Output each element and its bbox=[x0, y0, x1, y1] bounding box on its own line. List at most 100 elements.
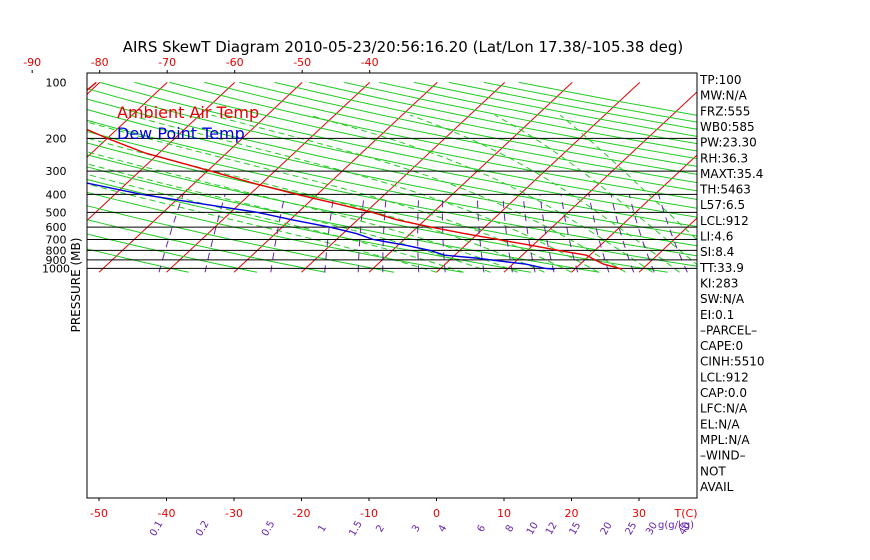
index-label: MPL:N/A bbox=[700, 433, 750, 447]
pressure-tick-label: 300 bbox=[46, 165, 67, 178]
dry-adiabat-line bbox=[204, 81, 697, 184]
bottom-tick-label: 10 bbox=[497, 507, 511, 520]
index-label: –PARCEL– bbox=[700, 323, 757, 337]
dry-adiabat-line bbox=[274, 81, 697, 167]
mixing-ratio-label: 1 bbox=[316, 523, 329, 534]
index-label: SI:8.4 bbox=[700, 245, 734, 259]
dry-adiabat-line bbox=[87, 108, 697, 237]
mixing-ratio-line bbox=[270, 194, 286, 273]
index-label: KI:283 bbox=[700, 276, 738, 290]
pressure-tick-label: 600 bbox=[46, 221, 67, 234]
dry-adiabat-line bbox=[99, 81, 697, 209]
isotherm-line bbox=[233, 82, 438, 273]
index-label: WB0:585 bbox=[700, 120, 755, 134]
isotherm-line bbox=[87, 82, 236, 222]
bottom-axis-unit: T(C) bbox=[674, 507, 698, 520]
index-label: MAXT:35.4 bbox=[700, 167, 763, 181]
index-label: LCL:912 bbox=[700, 214, 749, 228]
index-label: CAP:0.0 bbox=[700, 386, 747, 400]
plot-frame bbox=[86, 72, 698, 499]
index-label: –WIND– bbox=[700, 449, 746, 463]
index-label: LI:4.6 bbox=[700, 230, 733, 244]
bottom-tick-label: -20 bbox=[293, 507, 311, 520]
dry-adiabat-line bbox=[87, 154, 668, 273]
legend: Ambient Air Temp Dew Point Temp bbox=[117, 103, 259, 143]
top-tick-label: -70 bbox=[158, 56, 176, 69]
bottom-tick-label: 0 bbox=[433, 507, 440, 520]
index-label: FRZ:555 bbox=[700, 104, 750, 118]
series-layer bbox=[87, 81, 623, 270]
top-tick-label: -90 bbox=[23, 56, 41, 69]
dry-adiabat-line bbox=[413, 81, 697, 137]
dry-adiabat-line bbox=[134, 81, 697, 201]
dry-adiabat-line bbox=[87, 178, 531, 273]
mixing-ratio-line bbox=[502, 194, 513, 273]
isotherm-line bbox=[0, 82, 32, 272]
mixing-ratio-lines bbox=[158, 194, 688, 273]
mixing-ratio-line bbox=[588, 194, 610, 273]
mixing-ratio-label: 2 bbox=[374, 523, 387, 534]
mixing-ratio-line bbox=[539, 194, 555, 273]
mixing-ratio-label: 15 bbox=[568, 520, 584, 537]
mixing-ratio-label: 8 bbox=[504, 523, 517, 534]
mixing-ratio-line bbox=[628, 194, 655, 273]
pressure-tick-label: 900 bbox=[46, 254, 67, 267]
pressure-tick-label: 1000 bbox=[42, 262, 70, 275]
mixing-ratio-line bbox=[441, 194, 446, 273]
index-label: L57:6.5 bbox=[700, 198, 745, 212]
legend-ambient-air-temp: Ambient Air Temp bbox=[117, 103, 259, 122]
mixing-ratio-line bbox=[522, 194, 536, 273]
index-label: SW:N/A bbox=[700, 292, 745, 306]
mixing-ratio-line bbox=[610, 194, 635, 273]
mixing-ratio-label: 12 bbox=[544, 520, 560, 537]
mixing-ratio-label: 0.2 bbox=[194, 519, 211, 538]
bottom-tick-label: 30 bbox=[632, 507, 646, 520]
index-label: EI:0.1 bbox=[700, 308, 734, 322]
index-label: TH:5463 bbox=[699, 183, 751, 197]
mixing-ratio-label: 25 bbox=[624, 520, 640, 537]
pressure-tick-label: 200 bbox=[46, 132, 67, 145]
index-label: TP:100 bbox=[699, 73, 742, 87]
dry-adiabat-line bbox=[87, 142, 697, 267]
mixing-ratio-label: 6 bbox=[475, 523, 488, 534]
index-label: LFC:N/A bbox=[700, 402, 748, 416]
isotherm-line bbox=[301, 82, 506, 273]
dew-point-temp-line bbox=[87, 182, 555, 270]
bottom-tick-label: -30 bbox=[225, 507, 243, 520]
isotherm-line bbox=[436, 82, 641, 273]
ambient-air-temp-line bbox=[87, 81, 623, 270]
mixing-ratio-line bbox=[417, 194, 420, 273]
index-label: EL:N/A bbox=[700, 417, 740, 431]
pressure-tick-label: 800 bbox=[46, 244, 67, 257]
bottom-axis-ticks: -50 -40 -30 -20 -10 0 10 20 30 T(C) bbox=[90, 498, 697, 520]
isotherm-line bbox=[87, 82, 168, 159]
dry-adiabat-line bbox=[87, 248, 189, 273]
index-label: CAPE:0 bbox=[700, 339, 743, 353]
mixing-ratio-labels: 0.1 0.2 0.5 1 1.5 2 3 4 6 8 10 12 15 20 25 30 40g(g/kg) bbox=[148, 519, 694, 538]
dry-adiabat-line bbox=[87, 88, 697, 218]
index-label: PW:23.30 bbox=[700, 136, 757, 150]
dry-adiabat-line bbox=[448, 81, 697, 130]
mixing-ratio-line bbox=[158, 194, 184, 273]
index-label: RH:36.3 bbox=[700, 151, 748, 165]
dry-adiabat-line bbox=[518, 81, 697, 116]
index-label: TT:33.9 bbox=[699, 261, 744, 275]
mixing-ratio-label: 10 bbox=[525, 520, 541, 537]
top-tick-label: -80 bbox=[91, 56, 109, 69]
index-label: AVAIL bbox=[700, 480, 734, 494]
mixing-ratio-label: 20 bbox=[599, 520, 615, 537]
top-tick-label: -60 bbox=[226, 56, 244, 69]
bottom-tick-label: -10 bbox=[360, 507, 378, 520]
mixing-ratio-label: 4 bbox=[437, 523, 450, 534]
bottom-tick-label: -40 bbox=[158, 507, 176, 520]
chart-title: AIRS SkewT Diagram 2010-05-23/20:56:16.2… bbox=[123, 38, 684, 56]
mixing-ratio-label: 0.1 bbox=[148, 519, 165, 538]
dry-adiabat-line bbox=[87, 166, 600, 273]
pressure-tick-label: 100 bbox=[46, 76, 67, 89]
dry-adiabat-line bbox=[87, 119, 697, 247]
mixing-ratio-label: 3 bbox=[410, 523, 423, 534]
index-label: NOT bbox=[700, 464, 726, 478]
